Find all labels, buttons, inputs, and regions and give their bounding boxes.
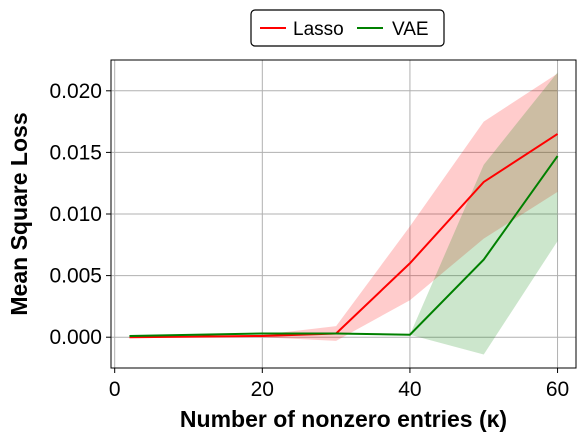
x-tick-label: 0 <box>109 378 121 401</box>
x-tick-label: 60 <box>546 378 569 401</box>
legend-label-vae: VAE <box>392 19 429 40</box>
line-lasso <box>129 133 559 339</box>
band-vae <box>129 72 558 355</box>
line-vae <box>129 155 559 337</box>
y-tick-label: 0.015 <box>49 141 102 164</box>
x-tick-label: 20 <box>251 378 274 401</box>
legend-box <box>250 9 445 47</box>
ticks: 0 20 40 60 0.000 0.005 0.010 0.015 0.020 <box>49 80 569 401</box>
band-lasso <box>129 73 558 341</box>
y-axis-label: Mean Square Loss <box>6 112 32 315</box>
legend: Lasso VAE <box>250 9 445 47</box>
x-axis-label: Number of nonzero entries (κ) <box>180 406 507 432</box>
confidence-bands <box>129 72 558 355</box>
series-lines <box>129 133 559 339</box>
legend-label-lasso: Lasso <box>293 19 344 40</box>
y-tick-label: 0.000 <box>49 326 102 349</box>
y-tick-label: 0.020 <box>49 80 102 103</box>
x-tick-label: 40 <box>398 378 421 401</box>
y-tick-label: 0.005 <box>49 265 102 288</box>
y-tick-label: 0.010 <box>49 203 102 226</box>
